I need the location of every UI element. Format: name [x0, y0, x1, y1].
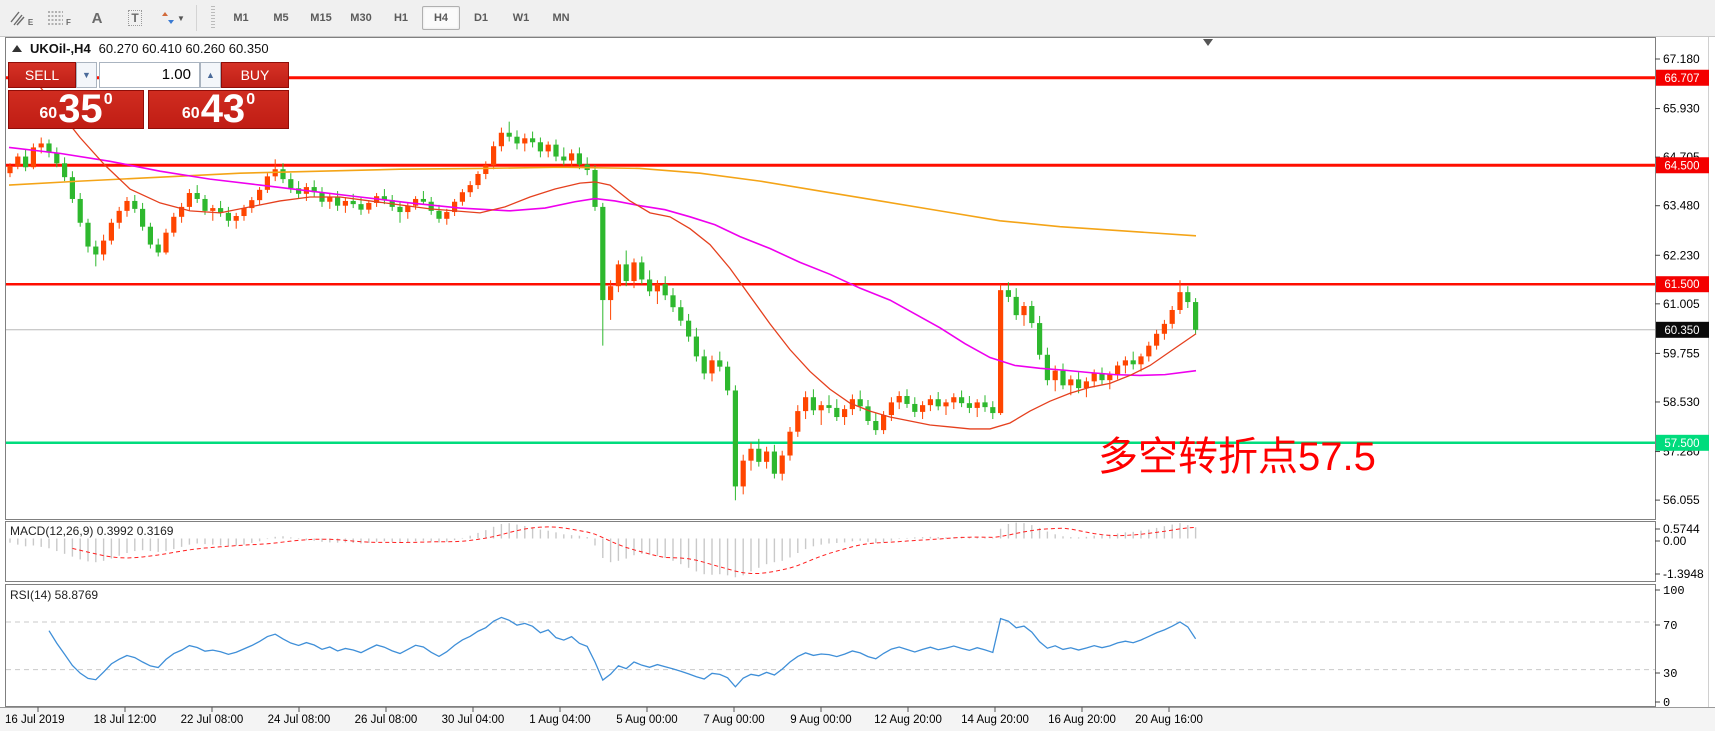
- sell-price-big: 35: [58, 87, 103, 132]
- chart-shift-marker-icon[interactable]: [1203, 39, 1213, 46]
- collapse-arrow-icon[interactable]: [12, 45, 22, 52]
- text-box-icon[interactable]: T: [118, 4, 152, 32]
- arrow-tool-icon[interactable]: ▼: [156, 4, 190, 32]
- sell-button[interactable]: SELL: [8, 62, 76, 88]
- volume-down-button[interactable]: ▼: [76, 62, 97, 88]
- ohlc-readout: 60.270 60.410 60.260 60.350: [98, 41, 269, 56]
- buy-button[interactable]: BUY: [221, 62, 289, 88]
- toolbar: E F A T ▼ M1 M5 M15 M30 H1 H4 D1 W1 MN: [0, 0, 1715, 37]
- macd-indicator-label: MACD(12,26,9) 0.3992 0.3169: [10, 524, 174, 538]
- fibo-icon-sub: F: [66, 17, 71, 27]
- timeframe-button-mn[interactable]: MN: [552, 12, 570, 24]
- dropdown-caret-icon[interactable]: ▼: [177, 13, 185, 23]
- text-label-glyph: A: [91, 9, 103, 27]
- sell-price-display[interactable]: 60 35 0: [8, 87, 144, 132]
- timeframe-button-h1[interactable]: H1: [393, 12, 409, 24]
- timeframe-button-m5[interactable]: M5: [273, 12, 289, 24]
- buy-price-display[interactable]: 60 43 0: [148, 87, 289, 132]
- rsi-panel[interactable]: [5, 584, 1656, 707]
- toolbar-grip[interactable]: [211, 6, 215, 30]
- sell-price-prefix: 60: [39, 105, 58, 122]
- one-click-trade-panel: SELL ▼ 1.00 ▲ BUY 60 35 0 60 43 0: [8, 62, 289, 129]
- volume-input[interactable]: 1.00: [99, 62, 200, 88]
- rsi-indicator-label: RSI(14) 58.8769: [10, 588, 99, 602]
- timeframe-button-m30[interactable]: M30: [350, 12, 372, 24]
- macd-panel[interactable]: [5, 521, 1656, 582]
- timeframe-button-d1[interactable]: D1: [473, 12, 489, 24]
- toolbar-separator: [196, 5, 197, 31]
- buy-price-sup: 0: [246, 91, 256, 108]
- timeframe-button-w1[interactable]: W1: [512, 12, 530, 24]
- volume-up-button[interactable]: ▲: [200, 62, 221, 88]
- timeframe-button-m1[interactable]: M1: [233, 12, 249, 24]
- buy-price-prefix: 60: [181, 105, 200, 122]
- time-axis[interactable]: [0, 707, 1715, 731]
- timeframe-button-h4[interactable]: H4: [422, 6, 460, 30]
- sell-price-sup: 0: [103, 91, 113, 108]
- price-axis[interactable]: [1656, 37, 1715, 707]
- text-box-glyph: T: [128, 10, 142, 26]
- timeframe-button-group: M1 M5 M15 M30 H1 H4 D1 W1 MN: [221, 6, 581, 30]
- buy-price-big: 43: [200, 87, 246, 132]
- axis-right-border: [1708, 37, 1709, 731]
- chart-text-annotation[interactable]: 多空转折点57.5: [1098, 435, 1376, 479]
- fibonacci-retracement-icon[interactable]: F: [42, 4, 76, 32]
- symbol-title: UKOil-,H4: [30, 41, 91, 56]
- channel-icon-sub: E: [27, 17, 34, 27]
- timeframe-button-m15[interactable]: M15: [310, 12, 332, 24]
- equidistant-channel-icon[interactable]: E: [4, 4, 38, 32]
- text-label-icon[interactable]: A: [80, 4, 114, 32]
- chart-header: UKOil-,H4 60.270 60.410 60.260 60.350: [12, 41, 269, 56]
